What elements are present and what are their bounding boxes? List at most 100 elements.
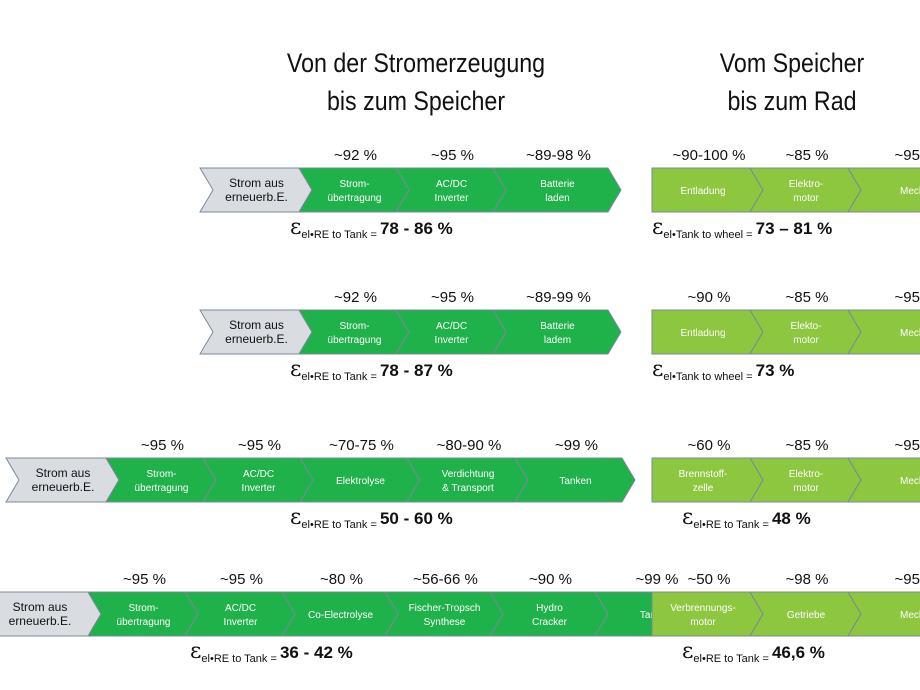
step-label: Mecha (900, 186, 920, 197)
overall-efficiency-left-row-4: εel•RE to Tank = 36 - 42 % (190, 639, 353, 665)
step-label: Getriebe (787, 610, 826, 621)
chevron-step (105, 457, 217, 503)
chevron-step (298, 167, 410, 213)
step-label: Strom aus erneuerb.E. (225, 318, 288, 346)
step-label: Verbrennungs-motor (670, 603, 736, 628)
step-label: Mecha (900, 328, 920, 339)
overall-efficiency-right-row-1: εel•Tank to wheel = 73 – 81 % (652, 215, 832, 241)
chevron-step (847, 309, 920, 355)
chevron-step (847, 457, 920, 503)
chevron-step (298, 309, 410, 355)
step-efficiency: ~95 % (141, 437, 184, 454)
chevron-step (492, 167, 622, 213)
step-label: AC/DC Inverter (242, 469, 277, 494)
step-efficiency: ~80-90 % (437, 437, 502, 454)
chevron-step (395, 309, 507, 355)
step-efficiency: ~85 % (786, 437, 829, 454)
step-efficiency: ~60 % (688, 437, 731, 454)
step-efficiency: ~70-75 % (329, 437, 394, 454)
step-efficiency: ~95 % (220, 571, 263, 588)
step-efficiency: ~98 % (786, 571, 829, 588)
step-label: Verdichtung & Transport (442, 469, 495, 494)
chevron-step (514, 457, 636, 503)
step-efficiency: ~89-98 % (526, 147, 591, 164)
chevron-step (651, 457, 764, 503)
title-right-line-2: bis zum Rad (727, 86, 857, 116)
step-label: Strom-übertragung (328, 179, 382, 204)
step-efficiency: ~50 % (688, 571, 731, 588)
chevron-step (847, 167, 920, 213)
step-label: Strom-übertragung (135, 469, 189, 494)
step-label: Elektrolyse (336, 476, 385, 487)
step-efficiency: ~80 % (320, 571, 363, 588)
step-efficiency: ~95 % (895, 571, 920, 588)
chain-left-row-2: Strom aus erneuerb.E. Strom-übertragung ~92… (199, 289, 622, 355)
step-label: Co-Electrolyse (308, 610, 373, 621)
overall-efficiency-left-row-3: εel•RE to Tank = 50 - 60 % (290, 505, 453, 531)
step-efficiency: ~85 % (786, 289, 829, 306)
step-efficiency: ~99 % (636, 571, 679, 588)
chain-left-row-3: Strom aus erneuerb.E. Strom-übertragung ~95… (5, 437, 636, 503)
step-label: Fischer-Tropsch Synthese (409, 603, 481, 628)
step-label: Elektro-motor (789, 179, 823, 204)
step-efficiency: ~95 % (431, 147, 474, 164)
overall-efficiency-left-row-1: εel•RE to Tank = 78 - 86 % (290, 215, 453, 241)
step-efficiency: ~85 % (786, 147, 829, 164)
chevron-step (489, 591, 609, 637)
step-label: Batterie laden (540, 179, 575, 204)
step-efficiency: ~95 % (895, 437, 920, 454)
step-label: Elekto-motor (790, 321, 821, 346)
step-label: Batterie ladem (540, 321, 575, 346)
step-label: Strom-übertragung (117, 603, 171, 628)
chain-right-row-4: Verbrennungs-motor ~50 % Getriebe ~98 % Mech… (651, 571, 920, 637)
chain-right-row-2: Entladung ~90 % Elekto-motor ~85 % Mecha ~95 … (651, 289, 920, 355)
overall-efficiency-right-row-2: εel•Tank to wheel = 73 % (652, 357, 794, 383)
step-label: AC/DC Inverter (435, 179, 470, 204)
title-right: Vom Speicher bis zum Rad (680, 44, 904, 120)
step-label: Elektro-motor (789, 469, 823, 494)
chain-left-row-4: Strom aus erneuerb.E. Strom-übertragung ~95… (0, 571, 717, 637)
step-efficiency: ~90-100 % (673, 147, 746, 164)
step-label: Strom aus erneuerb.E. (9, 600, 72, 628)
chain-right-row-1: Entladung ~90-100 % Elektro-motor ~85 % Mech… (651, 147, 920, 213)
step-label: Mecha (900, 610, 920, 621)
chevron-step (184, 591, 296, 637)
step-efficiency: ~99 % (555, 437, 598, 454)
chevron-step (749, 309, 862, 355)
step-label: Mecha (900, 476, 920, 487)
step-label: Entladung (680, 328, 725, 339)
title-left-line-2: bis zum Speicher (326, 86, 506, 116)
chevron-step (749, 167, 862, 213)
chevron-step (492, 309, 622, 355)
step-efficiency: ~95 % (895, 147, 920, 164)
step-label: Strom aus erneuerb.E. (32, 466, 95, 494)
step-label: Strom aus erneuerb.E. (225, 176, 288, 204)
overall-efficiency-right-row-4: εel•RE to Tank = 46,6 % (682, 639, 825, 665)
title-left: Von der Stromerzeugung bis zum Speicher (261, 44, 571, 120)
chain-right-row-3: Brennstoff-zelle ~60 % Elektro-motor ~85 % M… (651, 437, 920, 503)
step-efficiency: ~95 % (431, 289, 474, 306)
step-efficiency: ~95 % (238, 437, 281, 454)
step-efficiency: ~89-99 % (526, 289, 591, 306)
title-left-line-1: Von der Stromerzeugung (286, 48, 546, 78)
step-label: AC/DC Inverter (224, 603, 259, 628)
title-right-line-1: Vom Speicher (719, 48, 865, 78)
step-label: AC/DC Inverter (435, 321, 470, 346)
step-label: Hydro Cracker (532, 603, 568, 628)
step-label: Strom-übertragung (328, 321, 382, 346)
chevron-step (384, 591, 504, 637)
chevron-step (87, 591, 199, 637)
step-efficiency: ~56-66 % (413, 571, 478, 588)
step-efficiency: ~90 % (529, 571, 572, 588)
overall-efficiency-left-row-2: εel•RE to Tank = 78 - 87 % (290, 357, 453, 383)
step-label: Brennstoff-zelle (679, 469, 728, 494)
step-label: Tanken (559, 476, 591, 487)
step-efficiency: ~95 % (123, 571, 166, 588)
step-efficiency: ~92 % (334, 147, 377, 164)
step-efficiency: ~92 % (334, 289, 377, 306)
chevron-step (651, 591, 764, 637)
chevron-step (202, 457, 314, 503)
chevron-step (406, 457, 529, 503)
step-efficiency: ~95 % (895, 289, 920, 306)
